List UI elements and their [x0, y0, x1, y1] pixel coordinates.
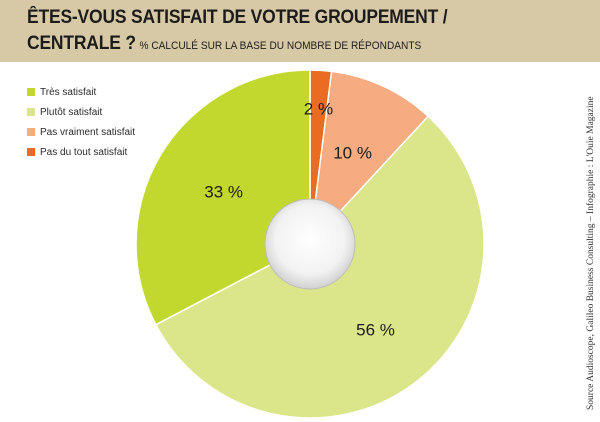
pie-slice-tres-satisfait	[135, 69, 311, 326]
legend-label-pas-du-tout-satisfait: Pas du tout satisfait	[40, 146, 128, 158]
legend-swatch-tres-satisfait	[27, 88, 35, 96]
legend-item-pas-vraiment-satisfait: Pas vraiment satisfait	[27, 122, 135, 142]
pie-labels: 2 % 10 % 56 % 33 %	[204, 100, 395, 340]
chart-legend: Très satisfait Plutôt satisfait Pas vrai…	[27, 82, 135, 162]
chart-title-line-1: ÊTES-VOUS SATISFAIT DE VOTRE GROUPEMENT …	[27, 7, 448, 28]
legend-item-plutot-satisfait: Plutôt satisfait	[27, 102, 135, 122]
source-credit: Source Audioscope, Galileo Business Cons…	[586, 96, 596, 410]
legend-swatch-plutot-satisfait	[27, 108, 35, 116]
legend-label-tres-satisfait: Très satisfait	[40, 86, 97, 98]
pie-slice-pas-vraiment-satisfait	[308, 70, 430, 247]
pie-center-hole	[264, 198, 356, 290]
pie-label-pas-vraiment-satisfait: 10 %	[333, 143, 372, 162]
legend-swatch-pas-du-tout-satisfait	[27, 148, 35, 156]
header-band: ÊTES-VOUS SATISFAIT DE VOTRE GROUPEMENT …	[0, 0, 600, 62]
legend-item-pas-du-tout-satisfait: Pas du tout satisfait	[27, 142, 135, 162]
pie-label-pas-du-tout-satisfait: 2 %	[304, 100, 333, 119]
chart-title-line-2: CENTRALE ?% CALCULÉ SUR LA BASE DU NOMBR…	[27, 33, 421, 55]
legend-label-plutot-satisfait: Plutôt satisfait	[40, 106, 103, 118]
pie-label-tres-satisfait: 33 %	[204, 183, 243, 202]
legend-item-tres-satisfait: Très satisfait	[27, 82, 135, 102]
chart-title-line-2-text: CENTRALE ?	[27, 33, 136, 54]
legend-label-pas-vraiment-satisfait: Pas vraiment satisfait	[40, 126, 136, 138]
chart-subtitle: % CALCULÉ SUR LA BASE DU NOMBRE DE RÉPON…	[139, 40, 422, 52]
pie-label-plutot-satisfait: 56 %	[356, 321, 395, 340]
legend-swatch-pas-vraiment-satisfait	[27, 128, 35, 136]
